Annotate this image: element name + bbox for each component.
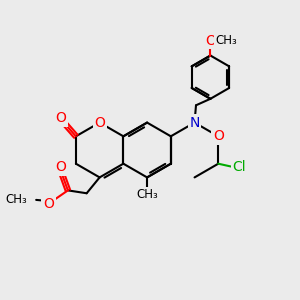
Text: O: O bbox=[213, 129, 224, 143]
Text: O: O bbox=[55, 111, 66, 125]
Text: CH₃: CH₃ bbox=[215, 34, 237, 47]
Text: O: O bbox=[205, 34, 216, 47]
Text: O: O bbox=[55, 160, 66, 174]
Text: O: O bbox=[94, 116, 105, 130]
Text: Cl: Cl bbox=[232, 160, 246, 174]
Text: CH₃: CH₃ bbox=[6, 194, 28, 206]
Text: O: O bbox=[43, 197, 54, 211]
Text: CH₃: CH₃ bbox=[136, 188, 158, 201]
Text: N: N bbox=[189, 116, 200, 130]
